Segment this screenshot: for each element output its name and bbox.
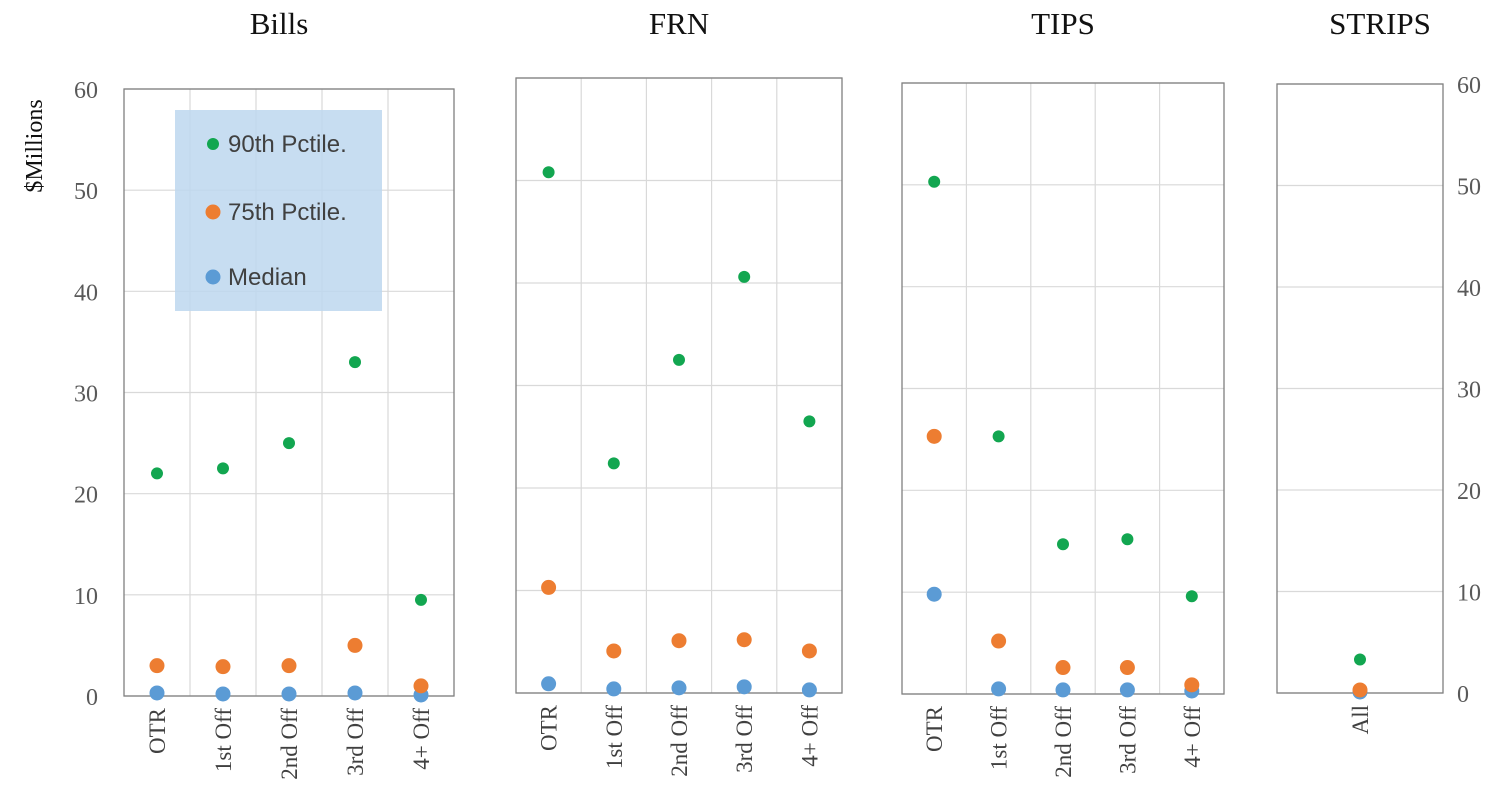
x-tick-label: OTR (537, 704, 562, 751)
panel-title: Bills (250, 6, 309, 41)
point-median (926, 586, 942, 602)
point-median (281, 686, 297, 702)
point-75th-pctile (347, 637, 363, 653)
point-75th-pctile (606, 643, 622, 659)
point-75th-pctile (281, 658, 297, 674)
legend-label: 75th Pctile. (228, 199, 347, 226)
point-median (149, 685, 165, 701)
point-90th-pctile (738, 270, 751, 283)
point-90th-pctile (1121, 533, 1134, 546)
x-tick-label: 2nd Off (1051, 706, 1076, 778)
panel-title: TIPS (1031, 6, 1095, 41)
point-75th-pctile (413, 678, 429, 694)
point-90th-pctile (415, 593, 427, 606)
point-median (347, 685, 363, 701)
point-75th-pctile (1055, 660, 1071, 676)
point-75th-pctile (1352, 682, 1368, 698)
x-tick-label: OTR (145, 707, 170, 754)
point-90th-pctile (1057, 538, 1069, 551)
legend-label: Median (228, 264, 307, 291)
legend-marker-median (205, 269, 221, 285)
y-tick-label: 50 (74, 179, 98, 205)
x-tick-label: All (1348, 705, 1373, 734)
point-90th-pctile (1185, 590, 1198, 603)
point-75th-pctile (801, 643, 817, 659)
point-median (606, 681, 622, 697)
point-median (1055, 682, 1071, 698)
y-tick-label: 0 (1457, 682, 1469, 708)
point-75th-pctile (1119, 660, 1135, 676)
y-tick-label: 30 (1457, 378, 1481, 404)
panel-title: FRN (649, 6, 709, 41)
y-tick-label: 10 (1457, 581, 1481, 607)
y-tick-label: 40 (1457, 276, 1481, 302)
point-90th-pctile (992, 430, 1005, 443)
panel-tips: TIPS OTR 1st Off 2nd Off 3rd Off 4+ Off (901, 6, 1225, 778)
y-tick-label: 30 (74, 382, 98, 408)
point-90th-pctile (542, 166, 555, 179)
y-axis-label: $Millions (22, 99, 48, 192)
y-tick-label: 60 (1457, 73, 1481, 99)
point-75th-pctile (671, 633, 687, 649)
y-tick-label: 40 (74, 280, 98, 306)
y-tick-label: 20 (1457, 479, 1481, 505)
legend: 90th Pctile. 75th Pctile. Median (175, 110, 382, 311)
point-90th-pctile (349, 356, 361, 369)
point-75th-pctile (991, 633, 1007, 649)
panel-title: STRIPS (1329, 6, 1431, 41)
point-90th-pctile (217, 462, 229, 475)
x-tick-label: 1st Off (211, 708, 236, 772)
legend-marker-90th-pctile (207, 138, 219, 150)
point-90th-pctile (283, 437, 295, 450)
y-tick-label: 10 (74, 584, 98, 610)
x-tick-label: 3rd Off (343, 708, 368, 776)
point-median (801, 682, 817, 698)
panel-frn: FRN OTR 1st Off 2nd Off 3rd Off 4+ Off (515, 6, 843, 777)
x-tick-label: 2nd Off (667, 705, 692, 777)
x-tick-label: 1st Off (602, 705, 627, 769)
x-tick-label: 2nd Off (277, 708, 302, 780)
panels-layer: Bills 0 10 20 30 40 50 60 OTR 1st Off 2nd Off 3rd O… (74, 6, 1481, 780)
x-tick-label: 4+ Off (409, 708, 434, 770)
x-tick-label: 4+ Off (797, 705, 822, 767)
point-75th-pctile (149, 658, 165, 674)
point-median (215, 686, 231, 702)
y-tick-label: 0 (86, 685, 98, 711)
point-90th-pctile (928, 175, 941, 188)
y-tick-label: 20 (74, 483, 98, 509)
point-90th-pctile (673, 353, 685, 366)
point-90th-pctile (151, 467, 163, 480)
x-tick-label: 1st Off (987, 706, 1012, 770)
point-median (991, 681, 1007, 697)
x-tick-label: 3rd Off (732, 705, 757, 773)
point-median (541, 676, 557, 692)
point-75th-pctile (541, 579, 557, 595)
panel-strips: STRIPS 0 10 20 30 40 50 60 All (1276, 6, 1481, 734)
point-median (736, 679, 752, 695)
point-75th-pctile (736, 632, 752, 648)
y-tick-label: 60 (74, 78, 98, 104)
x-tick-label: OTR (922, 705, 947, 752)
point-90th-pctile (1354, 653, 1366, 666)
x-tick-label: 4+ Off (1180, 706, 1205, 768)
legend-label: 90th Pctile. (228, 131, 347, 158)
point-75th-pctile (215, 659, 231, 675)
point-75th-pctile (1184, 677, 1200, 693)
point-75th-pctile (926, 428, 942, 444)
point-90th-pctile (803, 415, 816, 428)
legend-marker-75th-pctile (205, 204, 221, 220)
y-tick-label: 50 (1457, 175, 1481, 201)
point-median (1119, 682, 1135, 698)
point-90th-pctile (607, 457, 620, 470)
x-tick-label: 3rd Off (1115, 706, 1140, 774)
point-median (671, 680, 687, 696)
